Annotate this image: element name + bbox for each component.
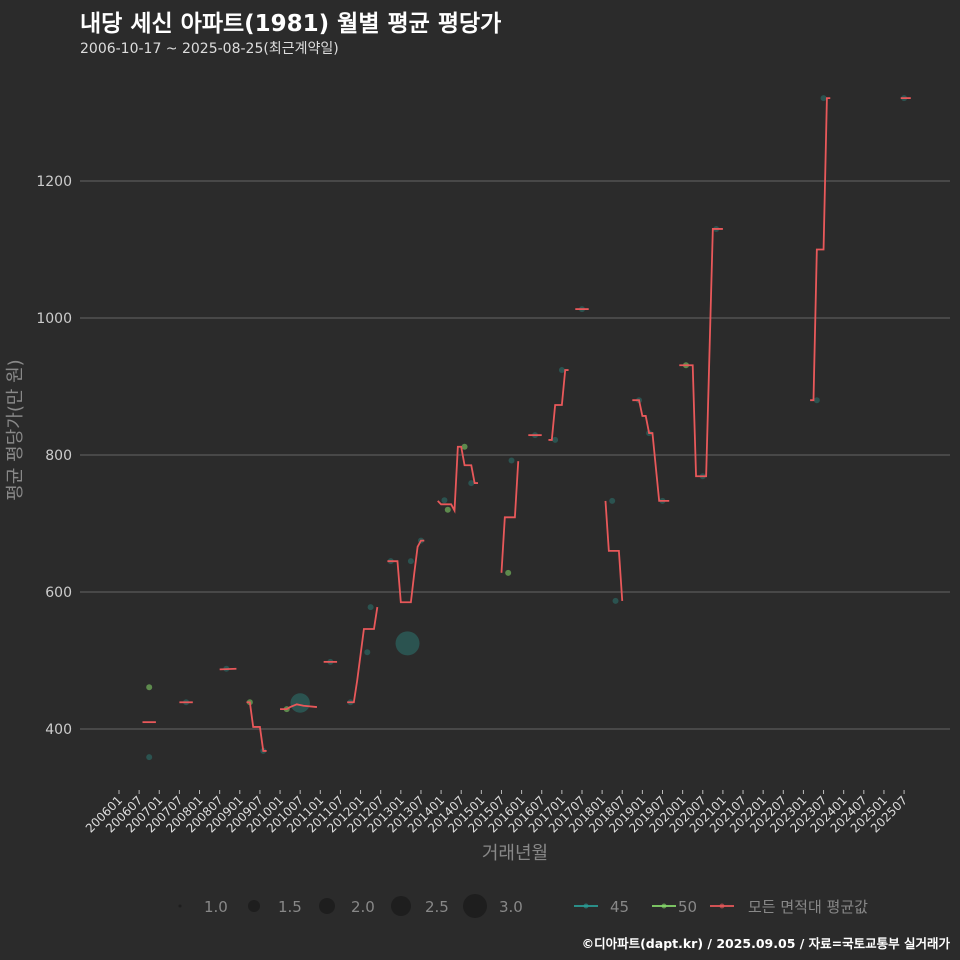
legend-size-label: 2.0 xyxy=(351,898,375,916)
avg-line-segment xyxy=(347,606,379,704)
avg-line-segment xyxy=(500,461,520,573)
avg-line-segment xyxy=(219,667,237,671)
point-area-45 xyxy=(813,397,820,404)
point-area-45 xyxy=(609,497,616,504)
avg-line-segment xyxy=(280,703,318,711)
legend-size-label: 3.0 xyxy=(499,898,523,916)
point-area-45 xyxy=(364,649,371,656)
y-tick-label: 1000 xyxy=(36,311,72,327)
legend-color-dot xyxy=(661,903,667,909)
x-axis-title: 거래년월 xyxy=(482,843,548,864)
point-area-45 xyxy=(395,631,420,656)
chart-subtitle: 2006-10-17 ~ 2025-08-25(최근계약일) xyxy=(80,41,339,57)
legend-color-dot xyxy=(583,903,589,909)
point-area-45 xyxy=(146,754,153,761)
legend-color-label: 50 xyxy=(678,898,697,916)
point-area-50 xyxy=(505,569,512,576)
avg-line-segment xyxy=(679,228,723,478)
avg-line-segment xyxy=(437,445,478,514)
y-tick-label: 400 xyxy=(45,722,72,738)
legend-size-dot xyxy=(178,904,182,908)
legend-size-label: 1.0 xyxy=(204,898,228,916)
point-area-45 xyxy=(367,604,374,611)
point-area-45 xyxy=(558,367,565,374)
legend-size-dot xyxy=(391,896,411,916)
point-area-45 xyxy=(508,457,515,464)
y-tick-label: 800 xyxy=(45,448,72,464)
point-area-50 xyxy=(146,684,153,691)
point-area-45 xyxy=(441,497,448,504)
legend: 1.0 1.5 2.0 2.5 3.0 45 50 모든 면적대 평균값 xyxy=(178,894,868,918)
legend-color-label: 모든 면적대 평균값 xyxy=(748,898,868,916)
legend-size-dot xyxy=(248,900,260,912)
point-area-45 xyxy=(468,480,475,487)
legend-color-label: 45 xyxy=(610,898,629,916)
avg-line-segment xyxy=(632,399,670,502)
avg-line-segment xyxy=(604,500,624,601)
legend-size-label: 1.5 xyxy=(278,898,302,916)
y-tick-label: 600 xyxy=(45,585,72,601)
legend-size-dot xyxy=(463,894,487,918)
point-area-45 xyxy=(552,436,559,443)
legend-size-label: 2.5 xyxy=(425,898,449,916)
point-area-45 xyxy=(820,95,827,102)
y-tick-label: 1200 xyxy=(36,174,72,190)
legend-color-dot xyxy=(719,903,725,909)
y-axis-title: 평균 평당가(만 원) xyxy=(5,359,26,500)
chart-title: 내당 세신 아파트(1981) 월별 평균 평당가 xyxy=(80,11,502,37)
point-area-50 xyxy=(444,506,451,513)
point-area-45 xyxy=(290,693,310,713)
legend-size-dot xyxy=(319,898,335,914)
point-area-50 xyxy=(461,443,468,450)
avg-line-segment xyxy=(548,369,569,441)
footer-credit: ©디아파트(dapt.kr) / 2025.09.05 / 자료=국토교통부 실… xyxy=(581,936,950,951)
avg-line-segment xyxy=(246,701,267,752)
avg-line-segment xyxy=(387,539,425,604)
point-area-45 xyxy=(612,597,619,604)
avg-line-segment xyxy=(810,97,831,402)
point-area-45 xyxy=(407,558,414,565)
